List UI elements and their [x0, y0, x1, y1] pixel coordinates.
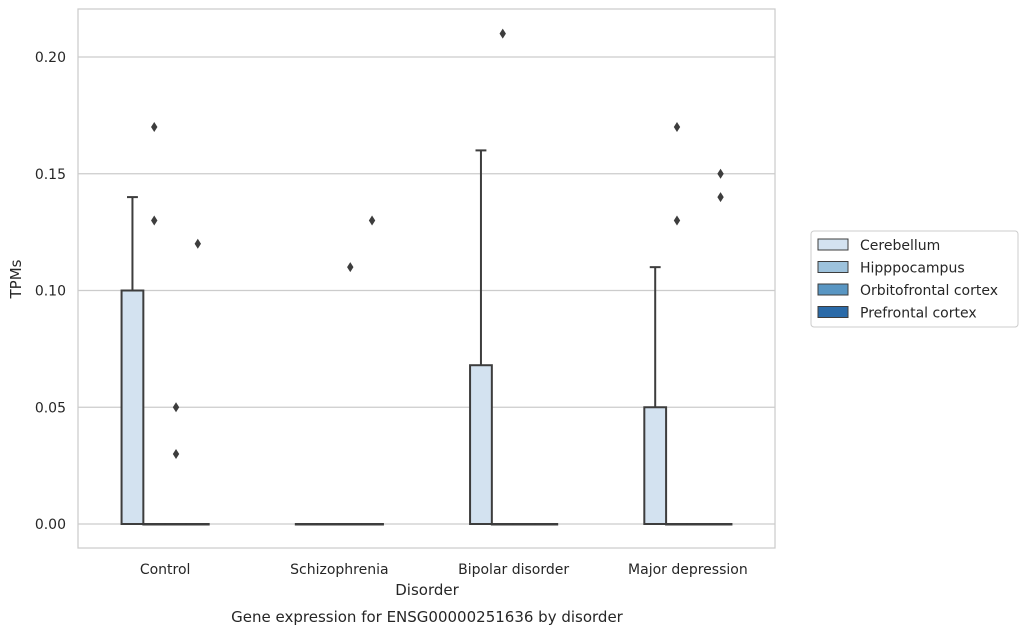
legend-swatch [817, 261, 849, 273]
chart-caption: Gene expression for ENSG00000251636 by d… [231, 608, 624, 626]
y-tick-label: 0.05 [35, 400, 66, 416]
legend-label: Cerebellum [860, 238, 940, 254]
y-axis-ticks: 0.00 0.05 0.10 0.15 0.20 [35, 50, 66, 533]
box-orbitofrontal-cortex [686, 523, 711, 526]
legend-swatch [817, 283, 849, 296]
outlier-point [673, 122, 681, 133]
box-cerebellum [120, 196, 145, 525]
box-orbitofrontal-cortex [164, 402, 188, 526]
outlier-point [172, 448, 180, 459]
x-tick-label: Bipolar disorder [458, 562, 569, 578]
legend-swatch [817, 238, 849, 251]
legend-label: Hipppocampus [860, 261, 965, 277]
y-tick-label: 0.10 [35, 284, 66, 300]
x-tick-label: Schizophrenia [290, 562, 388, 578]
y-tick-label: 0.00 [35, 517, 66, 533]
box-cerebellum [294, 523, 319, 526]
box-cerebellum [643, 266, 668, 525]
plot-area [120, 28, 733, 526]
outlier-point [717, 192, 724, 203]
legend-frame [810, 230, 1019, 328]
legend-swatch [817, 306, 849, 318]
box-body [469, 364, 493, 525]
outlier-point [151, 215, 158, 226]
x-tick-label: Control [140, 562, 191, 578]
box-prefrontal-cortex [534, 523, 559, 526]
y-tick-label: 0.20 [35, 50, 66, 66]
box-prefrontal-cortex [185, 238, 210, 526]
box-prefrontal-cortex [708, 168, 733, 526]
box-orbitofrontal-cortex [338, 262, 363, 526]
outlier-point [347, 262, 354, 273]
y-tick-label: 0.15 [35, 167, 66, 183]
legend: Cerebellum Hipppocampus Orbitofrontal cort… [810, 230, 1019, 328]
outlier-point [172, 402, 180, 413]
outlier-point [368, 215, 376, 226]
x-tick-label: Major depression [628, 562, 748, 578]
outlier-point [194, 238, 201, 249]
box-hipppocampus [490, 28, 515, 526]
box-hipppocampus [142, 122, 167, 526]
box-cerebellum [469, 149, 493, 525]
outlier-point [151, 122, 158, 133]
box-hipppocampus [316, 523, 341, 526]
box-body [643, 406, 668, 525]
box-hipppocampus [665, 122, 689, 526]
outlier-point [499, 28, 506, 39]
box-orbitofrontal-cortex [512, 523, 537, 526]
y-axis-label: TPMs [7, 259, 25, 299]
grid-lines [78, 56, 775, 525]
x-axis-ticks: Control Schizophrenia Bipolar disorder Majo… [140, 562, 748, 578]
box-body [120, 289, 145, 525]
x-axis-label: Disorder [395, 581, 459, 599]
box-prefrontal-cortex [360, 215, 384, 526]
outlier-point [717, 168, 724, 179]
legend-label: Orbitofrontal cortex [860, 283, 998, 299]
plot-frame [77, 8, 776, 549]
outlier-point [673, 215, 681, 226]
legend-label: Prefrontal cortex [860, 306, 977, 322]
